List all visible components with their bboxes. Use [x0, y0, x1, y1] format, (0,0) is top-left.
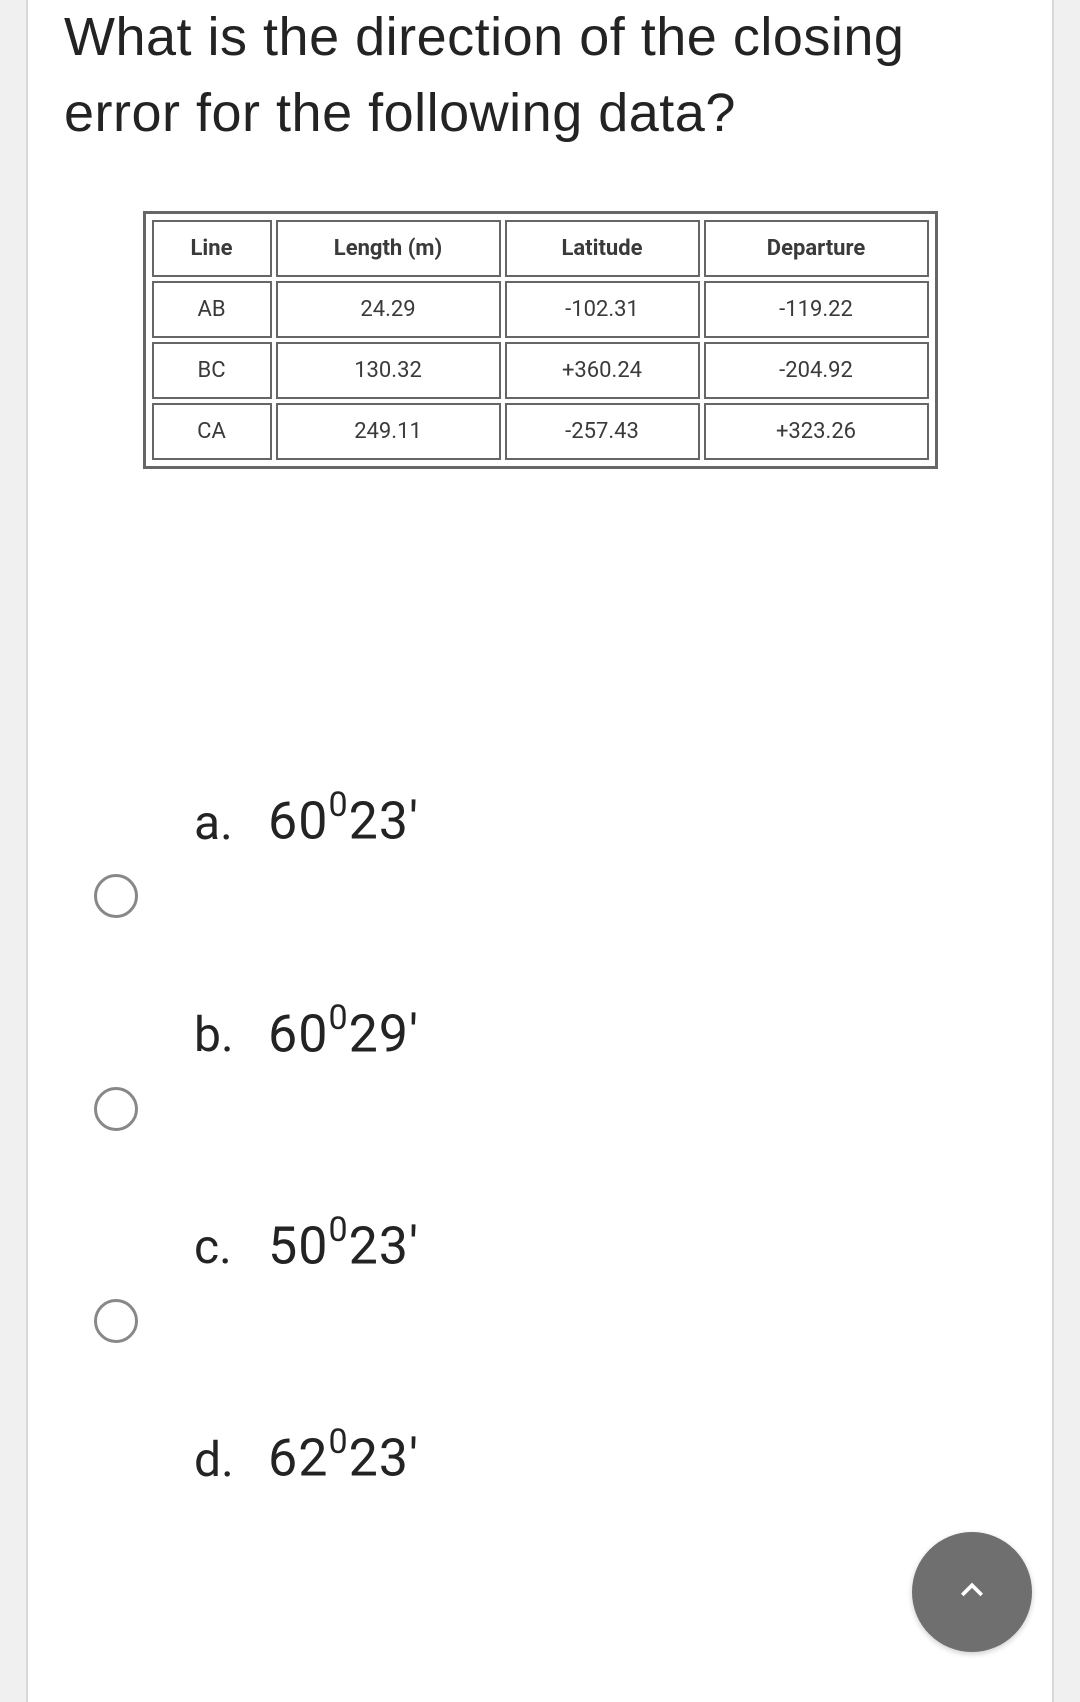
table-cell: AB [152, 281, 272, 338]
option-letter: b. [194, 1006, 244, 1063]
table-row: AB 24.29 -102.31 -119.22 [152, 281, 929, 338]
vertical-scrollbar[interactable] [1060, 0, 1074, 1702]
chevron-up-icon [950, 1568, 994, 1616]
option-c: c. 50023' [94, 1214, 1016, 1276]
table-cell: -119.22 [704, 281, 929, 338]
table-cell: -102.31 [505, 281, 700, 338]
option-value: 60023' [268, 789, 419, 851]
table-header-row: Line Length (m) Latitude Departure [152, 220, 929, 277]
table-cell: -204.92 [704, 342, 929, 399]
option-b: b. 60029' [94, 1002, 1016, 1064]
option-letter: d. [194, 1431, 244, 1488]
option-value: 62023' [268, 1426, 419, 1488]
table-cell: +323.26 [704, 403, 929, 460]
table-header: Length (m) [276, 220, 501, 277]
question-text: What is the direction of the closing err… [64, 0, 1016, 151]
table-header: Latitude [505, 220, 700, 277]
table-cell: BC [152, 342, 272, 399]
table-header: Line [152, 220, 272, 277]
data-table: Line Length (m) Latitude Departure AB 24… [143, 211, 938, 469]
question-card: What is the direction of the closing err… [26, 0, 1054, 1702]
radio-option-b[interactable] [94, 1087, 138, 1131]
table-cell: 130.32 [276, 342, 501, 399]
table-cell: +360.24 [505, 342, 700, 399]
table-cell: 24.29 [276, 281, 501, 338]
table-row: CA 249.11 -257.43 +323.26 [152, 403, 929, 460]
table-cell: -257.43 [505, 403, 700, 460]
option-a: a. 60023' [94, 789, 1016, 851]
option-letter: a. [194, 794, 244, 851]
table-header: Departure [704, 220, 929, 277]
radio-option-a[interactable] [94, 874, 138, 918]
scroll-to-top-button[interactable] [912, 1532, 1032, 1652]
option-letter: c. [194, 1218, 244, 1275]
table-cell: 249.11 [276, 403, 501, 460]
option-d: d. 62023' [94, 1426, 1016, 1488]
table-row: BC 130.32 +360.24 -204.92 [152, 342, 929, 399]
option-value: 50023' [268, 1214, 419, 1276]
answer-options: a. 60023' b. 60029' c. 50023' d [64, 789, 1016, 1488]
radio-option-c[interactable] [94, 1299, 138, 1343]
table-cell: CA [152, 403, 272, 460]
option-value: 60029' [268, 1002, 419, 1064]
